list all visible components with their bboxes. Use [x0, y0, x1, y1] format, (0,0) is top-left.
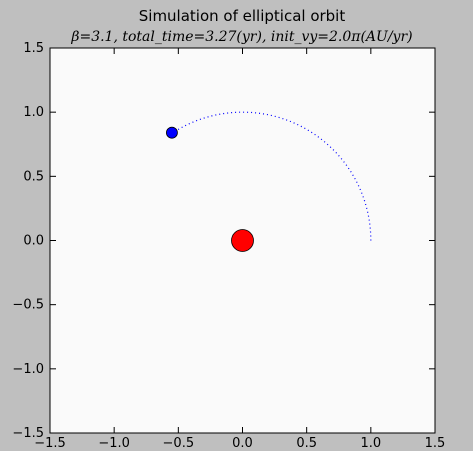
y-tick-label: 0.5 — [23, 169, 44, 184]
chart-subtitle: β=3.1, total_time=3.27(yr), init_vy=2.0π… — [70, 29, 412, 45]
y-tick-label: −1.5 — [12, 426, 44, 441]
y-tick-label: −1.0 — [12, 362, 44, 377]
sun-marker — [231, 229, 254, 252]
axis-ticks — [49, 47, 436, 434]
y-tick-labels: −1.5 −1.0 −0.5 0.0 0.5 1.0 1.5 — [12, 41, 44, 441]
y-tick-label: 0.0 — [23, 234, 44, 249]
x-tick-label: −0.5 — [163, 436, 195, 451]
x-tick-label: −1.0 — [98, 436, 130, 451]
chart-title: Simulation of elliptical orbit — [139, 7, 346, 25]
x-tick-label: 0.0 — [232, 436, 253, 451]
x-tick-label: 0.5 — [296, 436, 317, 451]
y-tick-label: −0.5 — [12, 298, 44, 313]
x-tick-label: −1.5 — [34, 436, 66, 451]
x-tick-label: 1.0 — [360, 436, 381, 451]
x-tick-label: 1.5 — [425, 436, 446, 451]
y-tick-label: 1.5 — [23, 41, 44, 56]
x-tick-labels: −1.5 −1.0 −0.5 0.0 0.5 1.0 1.5 — [34, 436, 445, 451]
y-tick-label: 1.0 — [23, 105, 44, 120]
planet-marker — [166, 126, 178, 139]
